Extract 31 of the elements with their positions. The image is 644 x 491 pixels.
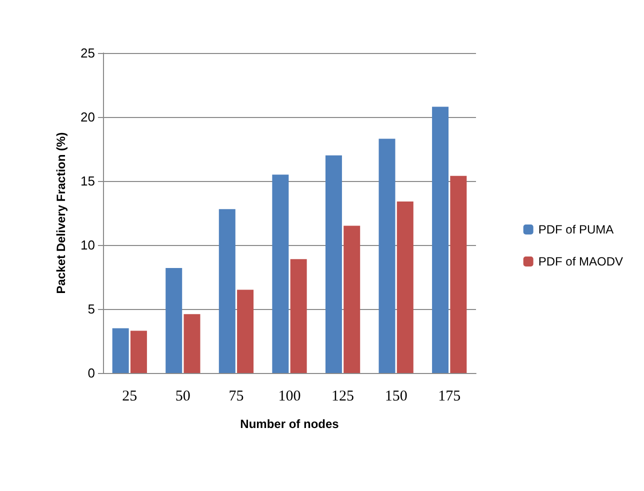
bar — [166, 268, 182, 373]
x-tick-label: 175 — [438, 388, 461, 404]
bar — [432, 106, 449, 373]
y-tick-label: 15 — [80, 174, 95, 188]
y-axis-title: Packet Delivery Fraction (%) — [54, 132, 68, 294]
legend-label: PDF of PUMA — [538, 222, 614, 236]
y-tick-label: 0 — [88, 366, 95, 380]
x-tick-label: 75 — [228, 388, 244, 404]
y-tick-label: 20 — [80, 110, 95, 124]
bar — [237, 290, 254, 373]
x-tick-label: 100 — [278, 388, 301, 404]
bar — [325, 155, 342, 373]
bar — [344, 226, 360, 373]
bar — [396, 201, 414, 373]
x-axis-title: Number of nodes — [240, 417, 340, 431]
x-tick-label: 150 — [384, 388, 408, 404]
bar — [184, 314, 200, 373]
bar — [378, 138, 396, 373]
y-tick-label: 25 — [80, 46, 95, 60]
x-tick-label: 50 — [175, 388, 190, 404]
bar — [290, 259, 307, 373]
x-tick-label: 25 — [122, 388, 138, 404]
bar — [272, 174, 289, 373]
bar — [218, 209, 236, 373]
x-tick-label: 125 — [332, 388, 354, 404]
bar — [130, 330, 147, 373]
bar — [112, 328, 129, 373]
y-tick-label: 10 — [80, 238, 95, 252]
bar — [450, 176, 467, 373]
legend-label: PDF of MAODV — [538, 254, 624, 268]
y-tick-label: 5 — [88, 302, 95, 316]
